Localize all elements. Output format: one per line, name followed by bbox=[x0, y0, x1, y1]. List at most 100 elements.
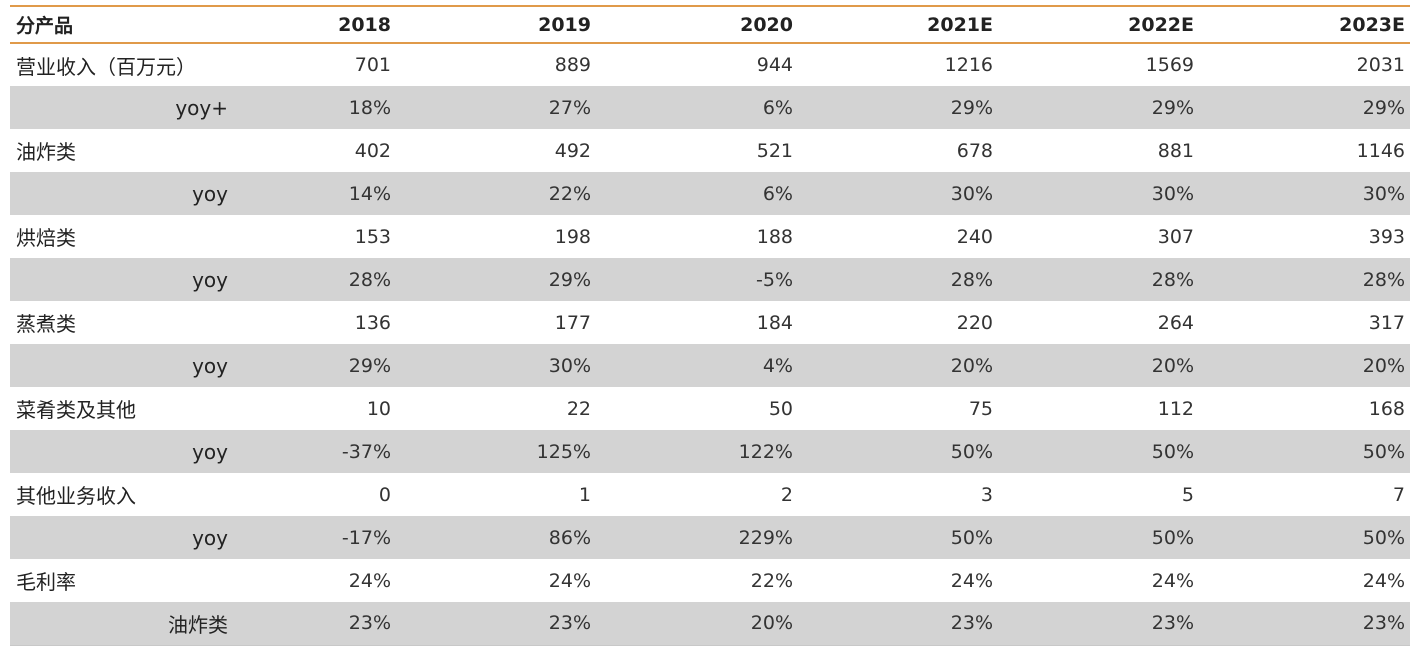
table-cell: 23% bbox=[268, 602, 396, 646]
table-cell: 136 bbox=[354, 311, 391, 334]
table-cell: 14% bbox=[348, 182, 391, 205]
header-cell-2023e: 2023E bbox=[1199, 5, 1410, 44]
table-cell: 20% bbox=[1151, 354, 1194, 377]
table-cell: 27% bbox=[548, 96, 591, 119]
table-cell: 264 bbox=[1157, 311, 1194, 334]
table-cell: 29% bbox=[548, 268, 591, 291]
table-cell: -37% bbox=[341, 440, 391, 463]
table-row: yoy -37% 125% 122% 50% 50% 50% bbox=[10, 430, 1410, 473]
table-row: 营业收入（百万元） 701 889 944 1216 1569 2031 bbox=[10, 43, 1410, 86]
table-row: 油炸类 23% 23% 20% 23% 23% 23% bbox=[10, 602, 1410, 646]
table-cell: 50% bbox=[1151, 440, 1194, 463]
table-cell: 29% bbox=[950, 96, 993, 119]
table-row: yoy 29% 30% 4% 20% 20% 20% bbox=[10, 344, 1410, 387]
table-cell: 24% bbox=[548, 569, 591, 592]
table-cell: 50% bbox=[1151, 526, 1194, 549]
table-row: yoy 28% 29% -5% 28% 28% 28% bbox=[10, 258, 1410, 301]
table-cell: 22% bbox=[750, 569, 793, 592]
table-cell: 122% bbox=[738, 440, 793, 463]
header-cell-product: 分产品 bbox=[10, 5, 268, 44]
table-cell: 20% bbox=[1362, 354, 1405, 377]
table-cell: 177 bbox=[554, 311, 591, 334]
table-cell: 521 bbox=[756, 139, 793, 162]
table-cell: 50% bbox=[950, 440, 993, 463]
table-row: 蒸煮类 136 177 184 220 264 317 bbox=[10, 301, 1410, 344]
row-label: 其他业务收入 bbox=[16, 484, 136, 508]
table-cell: 184 bbox=[756, 311, 793, 334]
table-cell: 229% bbox=[738, 526, 793, 549]
table-cell: 112 bbox=[1157, 397, 1194, 420]
header-cell-2020: 2020 bbox=[596, 5, 798, 44]
table-cell: 889 bbox=[554, 54, 591, 76]
table-cell: 2 bbox=[780, 483, 793, 506]
row-label: 营业收入（百万元） bbox=[16, 54, 196, 79]
table-cell: 6% bbox=[762, 182, 793, 205]
table-cell: 0 bbox=[378, 483, 391, 506]
table-cell: 153 bbox=[354, 225, 391, 248]
table-row: 烘焙类 153 198 188 240 307 393 bbox=[10, 215, 1410, 258]
table-cell: 23% bbox=[998, 602, 1199, 646]
table-cell: 7 bbox=[1392, 483, 1405, 506]
table-cell: -5% bbox=[756, 268, 793, 291]
table-cell: 29% bbox=[1151, 96, 1194, 119]
table-cell: 944 bbox=[756, 54, 793, 76]
table-cell: 5 bbox=[1181, 483, 1194, 506]
header-cell-2018: 2018 bbox=[268, 5, 396, 44]
row-label: 烘焙类 bbox=[16, 226, 76, 250]
table-cell: 402 bbox=[354, 139, 391, 162]
table-row: yoy 14% 22% 6% 30% 30% 30% bbox=[10, 172, 1410, 215]
table-cell: 6% bbox=[762, 96, 793, 119]
table-cell: 240 bbox=[956, 225, 993, 248]
table-cell: 28% bbox=[1151, 268, 1194, 291]
table-cell: 23% bbox=[1199, 602, 1410, 646]
table-cell: -17% bbox=[341, 526, 391, 549]
row-label: yoy bbox=[192, 439, 228, 464]
table-cell: 29% bbox=[1362, 96, 1405, 119]
table-cell: 18% bbox=[348, 96, 391, 119]
row-label: 毛利率 bbox=[16, 570, 76, 594]
row-label: yoy bbox=[192, 181, 228, 206]
table-cell: 678 bbox=[956, 139, 993, 162]
table-row: yoy+ 18% 27% 6% 29% 29% 29% bbox=[10, 86, 1410, 129]
table-cell: 1 bbox=[578, 483, 591, 506]
table-cell: 23% bbox=[396, 602, 596, 646]
table-cell: 86% bbox=[548, 526, 591, 549]
header-cell-2022e: 2022E bbox=[998, 5, 1199, 44]
table-cell: 492 bbox=[554, 139, 591, 162]
table-cell: 30% bbox=[548, 354, 591, 377]
table-cell: 29% bbox=[348, 354, 391, 377]
row-label: yoy bbox=[192, 353, 228, 378]
table-cell: 30% bbox=[1151, 182, 1194, 205]
table-cell: 20% bbox=[950, 354, 993, 377]
header-row: 分产品 2018 2019 2020 2021E 2022E 2023E bbox=[10, 5, 1410, 44]
table-cell: 24% bbox=[1362, 569, 1405, 592]
header-cell-2021e: 2021E bbox=[798, 5, 998, 44]
table-cell: 24% bbox=[950, 569, 993, 592]
table-cell: 10 bbox=[366, 397, 391, 420]
row-label: yoy bbox=[192, 267, 228, 292]
row-label: yoy bbox=[192, 525, 228, 550]
table-cell: 50% bbox=[1362, 440, 1405, 463]
table-cell: 317 bbox=[1368, 311, 1405, 334]
table-cell: 2031 bbox=[1356, 54, 1405, 76]
table-cell: 28% bbox=[1362, 268, 1405, 291]
row-label: 菜肴类及其他 bbox=[16, 398, 136, 422]
table-cell: 24% bbox=[1151, 569, 1194, 592]
table-cell: 30% bbox=[1362, 182, 1405, 205]
table-cell: 75 bbox=[968, 397, 993, 420]
table-cell: 125% bbox=[536, 440, 591, 463]
table-row: 毛利率 24% 24% 22% 24% 24% 24% bbox=[10, 559, 1410, 602]
table-row: 其他业务收入 0 1 2 3 5 7 bbox=[10, 473, 1410, 516]
table-cell: 4% bbox=[762, 354, 793, 377]
table-cell: 22% bbox=[548, 182, 591, 205]
table-cell: 168 bbox=[1368, 397, 1405, 420]
table-cell: 50 bbox=[768, 397, 793, 420]
table-cell: 50% bbox=[1362, 526, 1405, 549]
table-cell: 1216 bbox=[944, 54, 993, 76]
table-cell: 3 bbox=[980, 483, 993, 506]
table-cell: 1569 bbox=[1145, 54, 1194, 76]
table-cell: 50% bbox=[950, 526, 993, 549]
table-cell: 30% bbox=[950, 182, 993, 205]
table-cell: 1146 bbox=[1356, 139, 1405, 162]
row-label: 油炸类 bbox=[10, 602, 268, 646]
